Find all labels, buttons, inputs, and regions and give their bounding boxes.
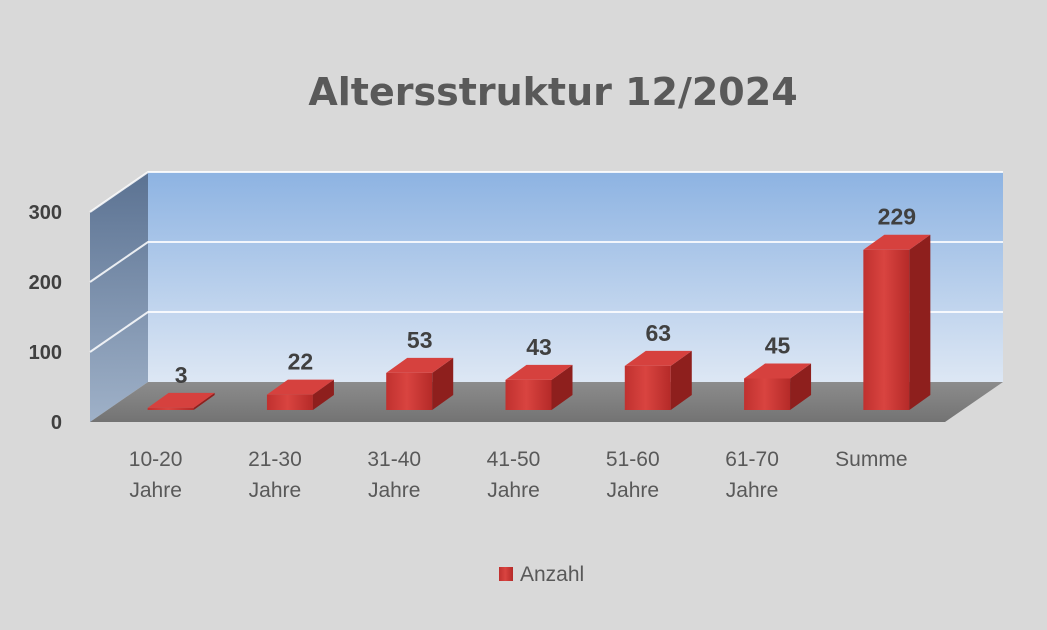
side-wall	[90, 172, 148, 422]
bar-front	[147, 407, 194, 410]
bar-front	[386, 372, 433, 410]
bar-side	[909, 234, 931, 410]
legend: Anzahl	[499, 563, 584, 586]
gridlines	[89, 171, 1003, 353]
bar-side	[193, 392, 215, 410]
x-category-label: 51-60 Jahre	[606, 448, 660, 502]
bar	[505, 364, 573, 410]
x-axis-category-labels: 10-20 Jahre 21-30 Jahre 31-40 Jahre 41-50 Jahre…	[129, 448, 908, 502]
bar-side	[432, 357, 454, 410]
back-wall	[148, 172, 1003, 382]
legend-swatch	[499, 567, 513, 581]
bar	[386, 357, 454, 410]
data-label: 45	[765, 333, 791, 359]
bar-front	[744, 378, 791, 410]
data-label: 3	[175, 362, 188, 388]
y-tick-label: 0	[51, 412, 62, 434]
bar-top	[266, 379, 334, 395]
gridline	[89, 171, 1003, 213]
x-category-label: 31-40 Jahre	[367, 448, 421, 502]
bar	[624, 350, 692, 410]
bar-front	[266, 394, 313, 410]
x-category-label: 61-70 Jahre	[725, 448, 779, 502]
x-category-label: Summe	[835, 448, 907, 471]
data-labels: 3 22 53 43 63 45 229	[175, 204, 916, 388]
bar-front	[624, 365, 671, 410]
x-category-label: 10-20 Jahre	[129, 448, 183, 502]
bar-top	[147, 392, 215, 408]
bar-top	[863, 234, 931, 250]
bars	[147, 234, 931, 410]
gridline	[89, 241, 1003, 283]
bar-front	[863, 249, 910, 410]
x-category-label: 41-50 Jahre	[487, 448, 541, 502]
bar	[147, 392, 215, 410]
data-label: 63	[645, 320, 671, 346]
x-category-label: 21-30 Jahre	[248, 448, 302, 502]
bar-top	[624, 350, 692, 366]
y-tick-label: 200	[29, 272, 62, 294]
bar	[266, 379, 334, 410]
bar-front	[505, 379, 552, 410]
bar	[863, 234, 931, 410]
gridline	[89, 311, 1003, 353]
y-tick-label: 300	[29, 202, 62, 224]
bar-top	[744, 363, 812, 379]
chart-title: Altersstruktur 12/2024	[308, 70, 797, 114]
data-label: 22	[288, 349, 314, 375]
y-tick-label: 100	[29, 342, 62, 364]
bar-top	[505, 364, 573, 380]
bar-top	[386, 357, 454, 373]
data-label: 229	[878, 204, 916, 230]
legend-label: Anzahl	[520, 563, 584, 586]
data-label: 43	[526, 334, 552, 360]
y-axis-tick-labels: 0 100 200 300	[29, 202, 62, 434]
data-label: 53	[407, 327, 433, 353]
bar	[744, 363, 812, 410]
bar-side	[312, 379, 334, 410]
bar-side	[551, 364, 573, 410]
bar-side	[790, 363, 812, 410]
bar-side	[670, 350, 692, 410]
